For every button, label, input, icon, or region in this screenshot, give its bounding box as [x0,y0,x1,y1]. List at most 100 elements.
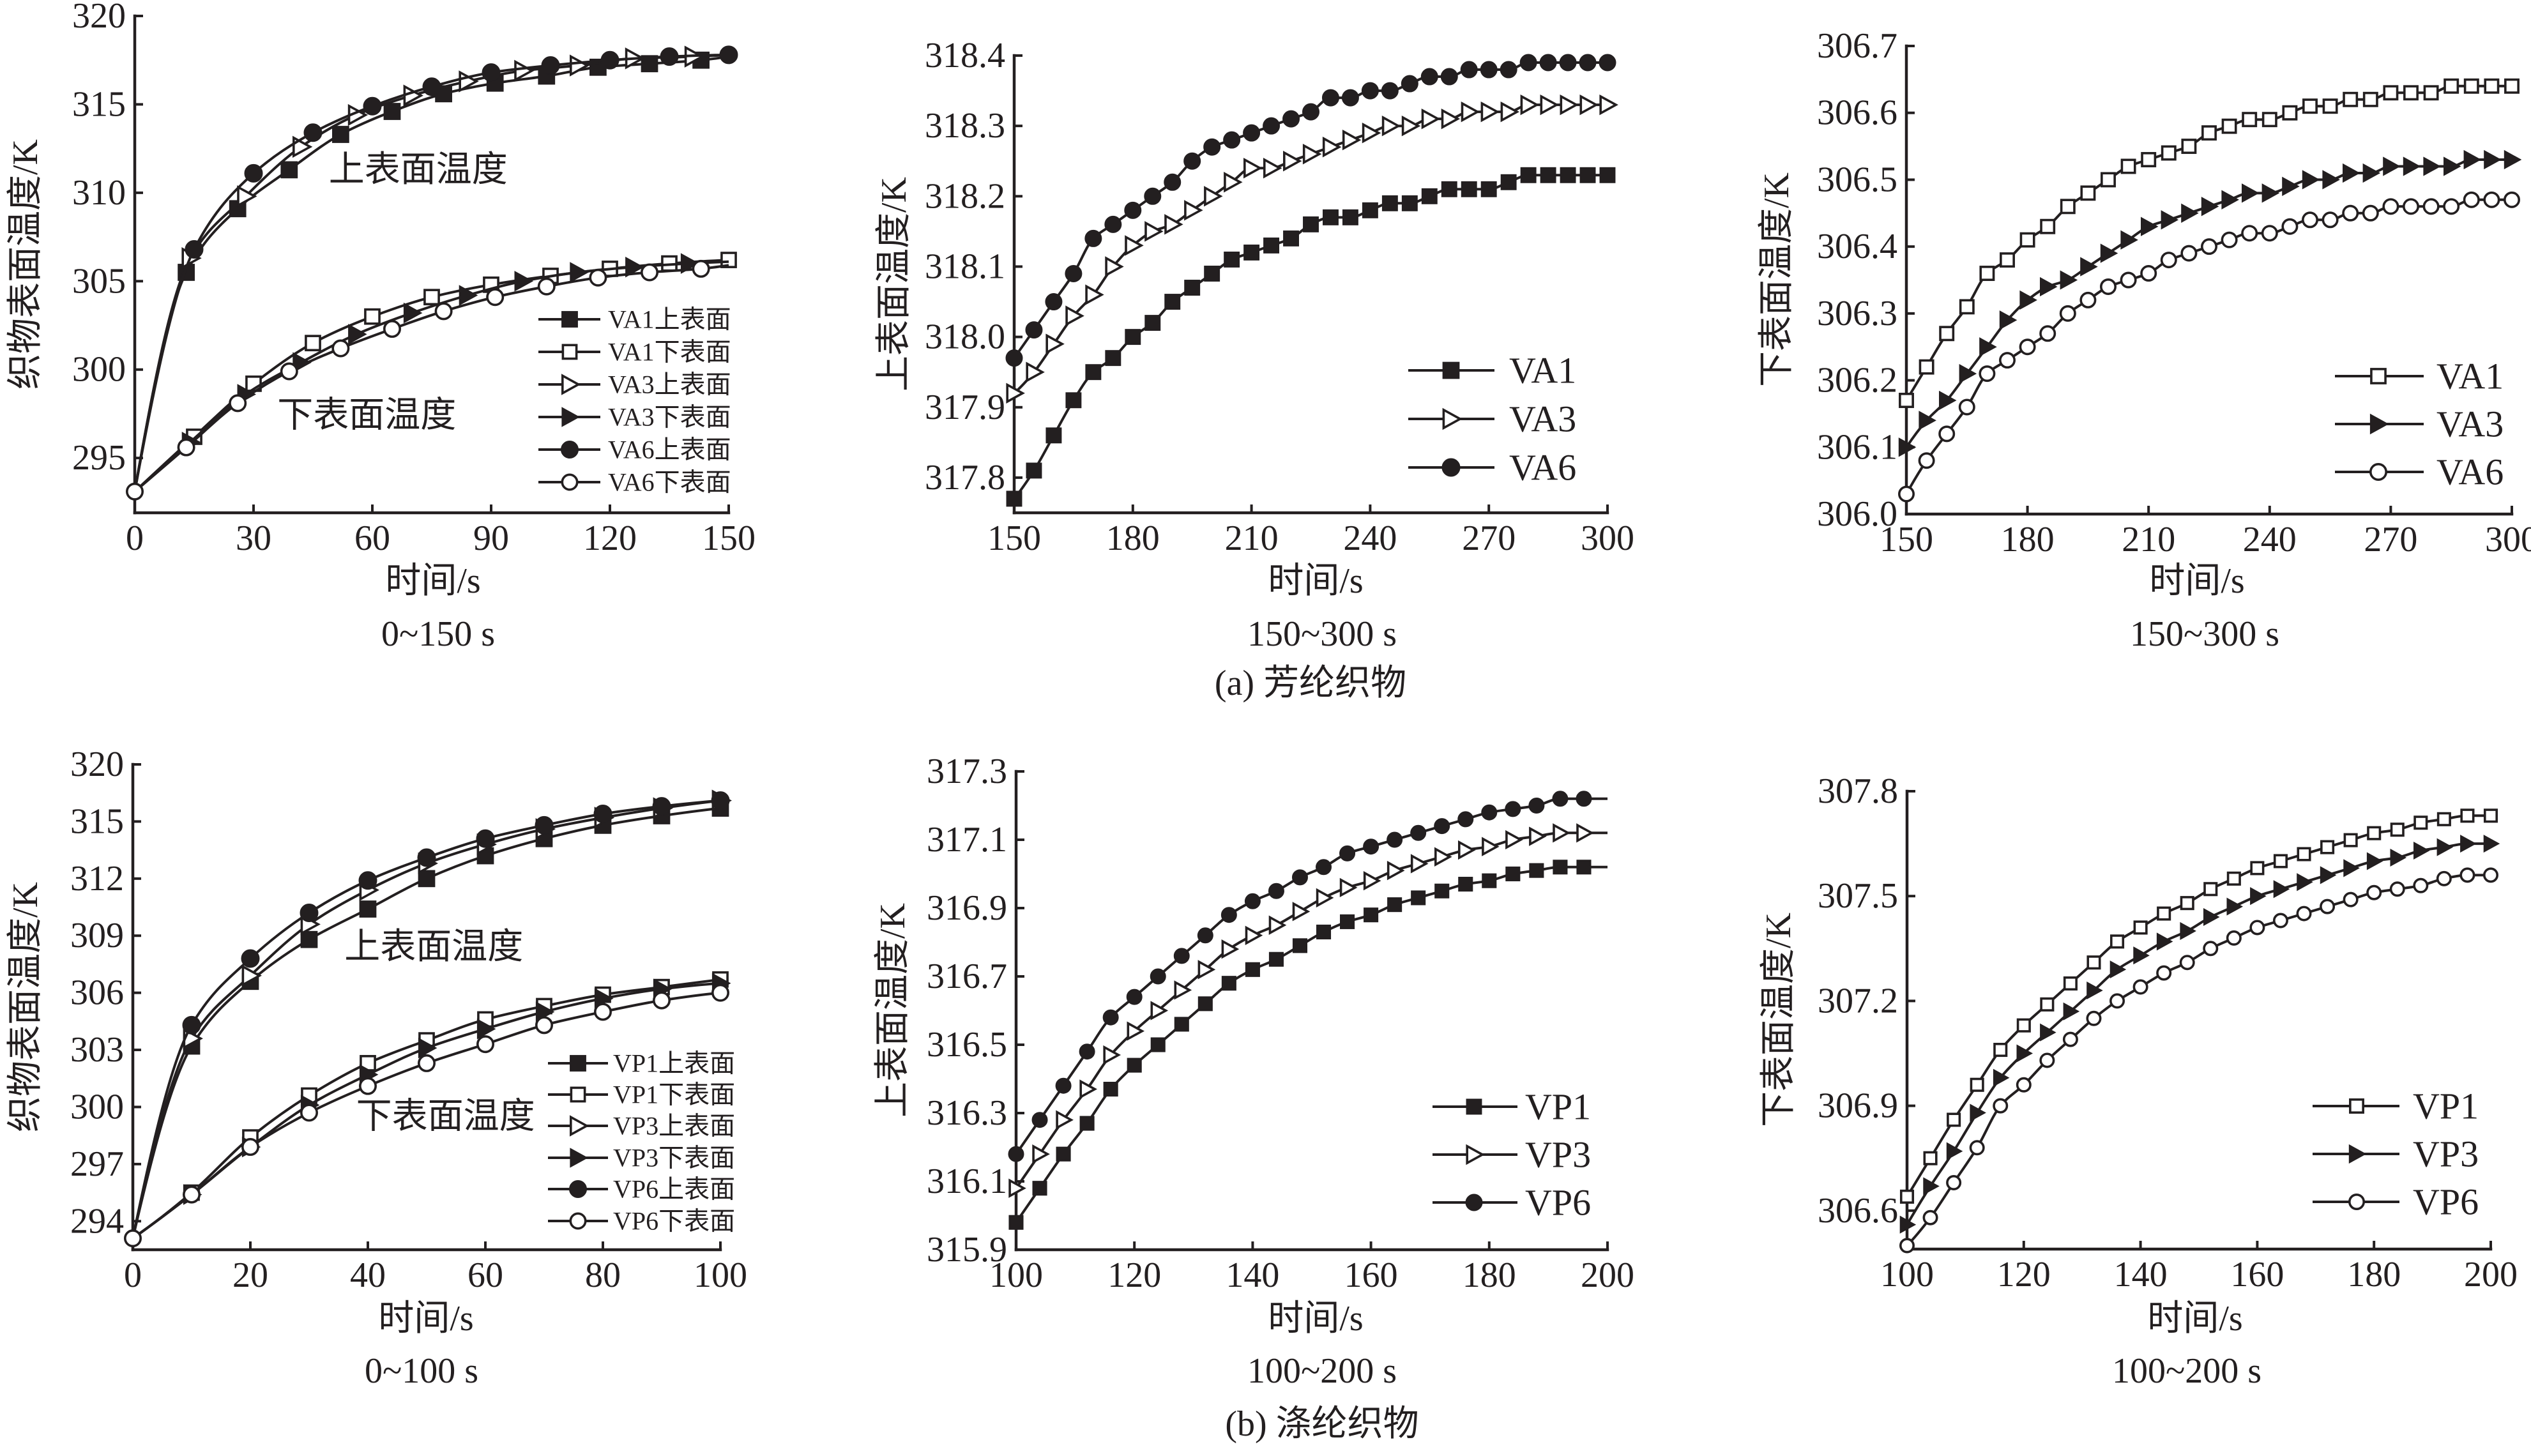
data-point-va1 [1026,462,1042,479]
data-point-va3 [1959,363,1977,384]
data-point-vp6 [1316,859,1332,876]
data-point-va3 [1898,437,1917,457]
legend-marker-open-square [2349,1098,2364,1114]
data-point-vp6 [1528,798,1545,814]
x-tick-label: 300 [2485,520,2531,559]
data-point-vp6-upper-surface [711,791,730,810]
data-point-va1 [2403,85,2419,101]
y-tick-label: 306.0 [1817,494,1897,534]
data-point-va1 [1520,167,1537,183]
legend: VA1 VA3 VA6 [2335,356,2504,493]
legend-label: VA3上表面 [608,370,731,399]
data-point-vp6 [1079,1043,1095,1060]
data-point-va3 [2060,270,2078,290]
data-point-va3 [1540,94,1560,116]
data-point-va6 [1203,138,1221,156]
legend-label: VP3上表面 [613,1112,735,1141]
data-point-va1 [1979,266,1995,281]
data-point-va6-upper-surface [244,163,263,183]
y-tick-label: 306.1 [1817,427,1897,467]
y-tick-label: 306.4 [1817,227,1897,266]
series-va1 [1899,78,2520,408]
data-point-vp6-upper-surface [476,829,495,848]
data-point-va6 [2120,271,2137,289]
data-point-va6 [1401,75,1418,93]
data-point-vp3 [1993,1068,2010,1087]
series-vp3 [1899,835,2500,1234]
data-point-vp1 [1411,890,1426,906]
data-point-vp1 [1127,1058,1142,1073]
data-point-va1 [2242,112,2258,128]
data-point-va6 [1104,215,1122,233]
data-point-vp6 [1922,1210,1938,1225]
legend-label: VA6 [1509,447,1576,489]
data-point-va6 [1938,425,1956,443]
data-point-va6 [1263,117,1281,135]
legend-marker-open-triangle-right [561,374,581,395]
data-point-vp6 [1339,845,1356,861]
data-point-va3-upper-surface [237,185,257,208]
data-point-vp6 [1363,838,1380,855]
y-tick-label: 309 [70,916,124,955]
y-tick-label: 316.7 [927,957,1007,996]
data-point-vp1 [1993,1042,2008,1058]
data-point-va6 [2221,231,2238,248]
data-point-vp6-lower-surface [300,1103,318,1122]
y-tick-label: 318.3 [925,106,1005,146]
data-point-vp6-upper-surface [358,871,377,890]
legend-marker-open-triangle-right [1466,1144,1485,1165]
series-vp1 [1008,860,1608,1230]
data-point-va1-upper-surface [332,126,349,143]
data-point-va3 [1065,305,1084,326]
data-point-vp1 [2413,815,2428,830]
data-point-va3 [2463,149,2482,170]
data-point-va1 [1540,167,1556,183]
curve-group-annotation: 下表面温度 [356,1096,535,1136]
legend-item-vp3: VP3 [1433,1134,1591,1176]
data-point-vp1 [1576,860,1592,875]
data-point-va3 [2362,163,2381,183]
data-point-va1 [2161,145,2177,161]
data-point-vp6 [1197,927,1213,944]
data-point-va6 [1958,398,1975,416]
data-point-va3 [1184,200,1203,221]
data-point-va3 [2040,277,2058,297]
data-point-va6 [1559,54,1577,72]
panel-aramid-0-150s: 295 300 305 310 315 320 0 30 60 90 120 150 织物表面温度/K 时… [6,0,756,654]
data-point-va1-lower-surface [720,252,737,268]
x-tick-label: 150 [987,519,1041,558]
data-point-vp3 [1245,925,1263,945]
data-point-va1-upper-surface [383,103,401,120]
data-point-vp6 [1457,811,1474,828]
data-point-vp1 [1505,866,1521,882]
y-tick-label: 306.7 [1817,26,1897,66]
legend-marker-filled-square [570,1055,586,1072]
data-point-vp3 [1553,823,1570,843]
data-point-va3 [1919,411,1936,430]
data-point-va3 [2080,257,2098,277]
data-point-va6-lower-surface [434,302,453,321]
data-point-va6 [1223,131,1241,149]
legend-marker-filled-triangle-right [2348,1144,2367,1164]
data-point-vp1 [2016,1018,2031,1033]
legend-label: VP3 [1525,1134,1591,1176]
data-point-vp6 [1126,989,1143,1005]
data-point-vp3 [1970,1103,1986,1122]
legend-label: VP6 [1525,1182,1591,1224]
data-point-va3 [1421,108,1441,130]
legend-label: VA1上表面 [608,305,731,334]
data-point-vp6-lower-surface [711,983,730,1002]
data-point-va1 [1362,202,1378,218]
legend-item-va1-lower-surface: VA1下表面 [538,338,731,367]
legend-label: VA6下表面 [608,468,731,497]
data-point-va6 [2140,265,2157,282]
data-point-va1 [1105,350,1121,367]
y-tick-label: 316.1 [927,1162,1007,1201]
data-point-va6 [1500,61,1517,79]
data-point-va3 [2261,183,2280,203]
data-point-va6 [1381,82,1399,100]
y-tick-label: 312 [70,859,124,899]
panel-time-range-title: 0~150 s [381,614,495,654]
data-point-vp3 [1150,1001,1169,1020]
data-point-vp3 [2156,932,2173,951]
